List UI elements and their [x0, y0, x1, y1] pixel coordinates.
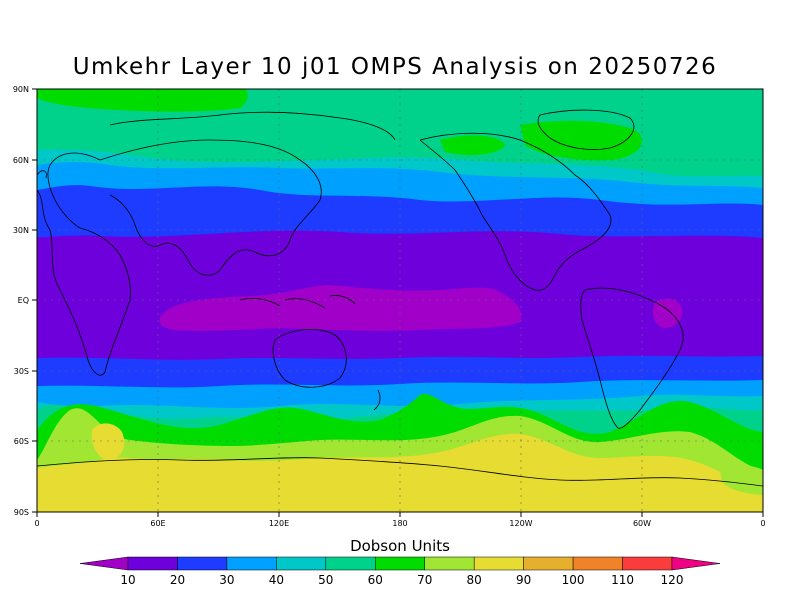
- colorbar-swatch: [572, 556, 623, 571]
- colorbar-swatch: [276, 556, 327, 571]
- colorbar-label: 80: [467, 573, 482, 587]
- coast-north-america: [419, 132, 612, 291]
- colorbar-swatch: [325, 556, 376, 571]
- band-60-70-north: [37, 89, 248, 112]
- coast-asia-north: [109, 111, 396, 141]
- lat-label-30n: 30N: [13, 226, 29, 235]
- lat-label-60s: 60S: [14, 437, 29, 446]
- band-70-80-edge: [720, 465, 763, 495]
- colorbar-low-arrow: [79, 556, 129, 571]
- colorbar-label: 40: [269, 573, 284, 587]
- coast-asia: [99, 139, 322, 276]
- colorbar-swatch: [127, 556, 178, 571]
- lon-label-60e: 60E: [150, 519, 165, 528]
- lon-label-180: 180: [392, 519, 407, 528]
- colorbar-label: 30: [219, 573, 234, 587]
- lat-label-60n: 60N: [13, 156, 29, 165]
- colorbar-high-arrow: [671, 556, 721, 571]
- band-80-90-blob: [91, 423, 125, 460]
- colorbar-swatch: [226, 556, 277, 571]
- lon-label-0: 0: [34, 519, 39, 528]
- colorbar-label: 90: [516, 573, 531, 587]
- band-80-90-south: [37, 433, 763, 512]
- graticule: [37, 89, 763, 512]
- band-below-10: [159, 285, 522, 331]
- coast-south-america: [580, 287, 684, 429]
- colorbar-swatch: [523, 556, 574, 571]
- colorbar-label: 100: [562, 573, 585, 587]
- band-below-10-sa: [652, 298, 683, 328]
- lon-label-0-east: 0: [760, 519, 765, 528]
- coast-antarctica: [37, 457, 763, 487]
- colorbar-swatch: [473, 556, 524, 571]
- colorbar-swatch: [375, 556, 425, 571]
- colorbar-title: Dobson Units: [350, 537, 450, 555]
- colorbar-swatch: [424, 556, 475, 571]
- map-title: Umkehr Layer 10 j01 OMPS Analysis on 202…: [72, 54, 718, 80]
- lat-label-90n: 90N: [13, 85, 29, 94]
- lon-label-120w: 120W: [509, 519, 532, 528]
- coast-new-zealand: [373, 389, 381, 411]
- coast-europe-africa: [37, 152, 131, 376]
- colorbar-label: 50: [318, 573, 333, 587]
- colorbar-label: 120: [661, 573, 684, 587]
- lon-label-120e: 120E: [269, 519, 289, 528]
- colorbar-label: 10: [120, 573, 135, 587]
- band-60-70-arctic: [520, 120, 642, 161]
- coast-uk: [37, 170, 47, 179]
- coastlines: [37, 109, 763, 487]
- colorbar-swatch: [177, 556, 228, 571]
- lon-tick-labels: 0 60E 120E 180 120W 60W 0: [34, 519, 765, 528]
- band-60-70-arctic-2: [440, 135, 505, 156]
- colorbar-label: 70: [417, 573, 432, 587]
- colorbar-swatch: [622, 556, 673, 571]
- coast-greenland: [537, 109, 635, 150]
- lat-tick-labels: 90N 60N 30N EQ 30S 60S 90S: [13, 85, 29, 517]
- coast-australia: [272, 329, 347, 388]
- lat-label-30s: 30S: [14, 367, 29, 376]
- coast-indonesia: [239, 295, 356, 309]
- colorbar-label: 60: [368, 573, 383, 587]
- colorbar: 10 20 30 40 50 60 70 80 90 100 110 120: [79, 556, 721, 587]
- lat-label-90s: 90S: [14, 508, 29, 517]
- colorbar-label: 20: [170, 573, 185, 587]
- colorbar-label: 110: [611, 573, 634, 587]
- lon-label-60w: 60W: [633, 519, 651, 528]
- lat-label-eq: EQ: [18, 296, 29, 305]
